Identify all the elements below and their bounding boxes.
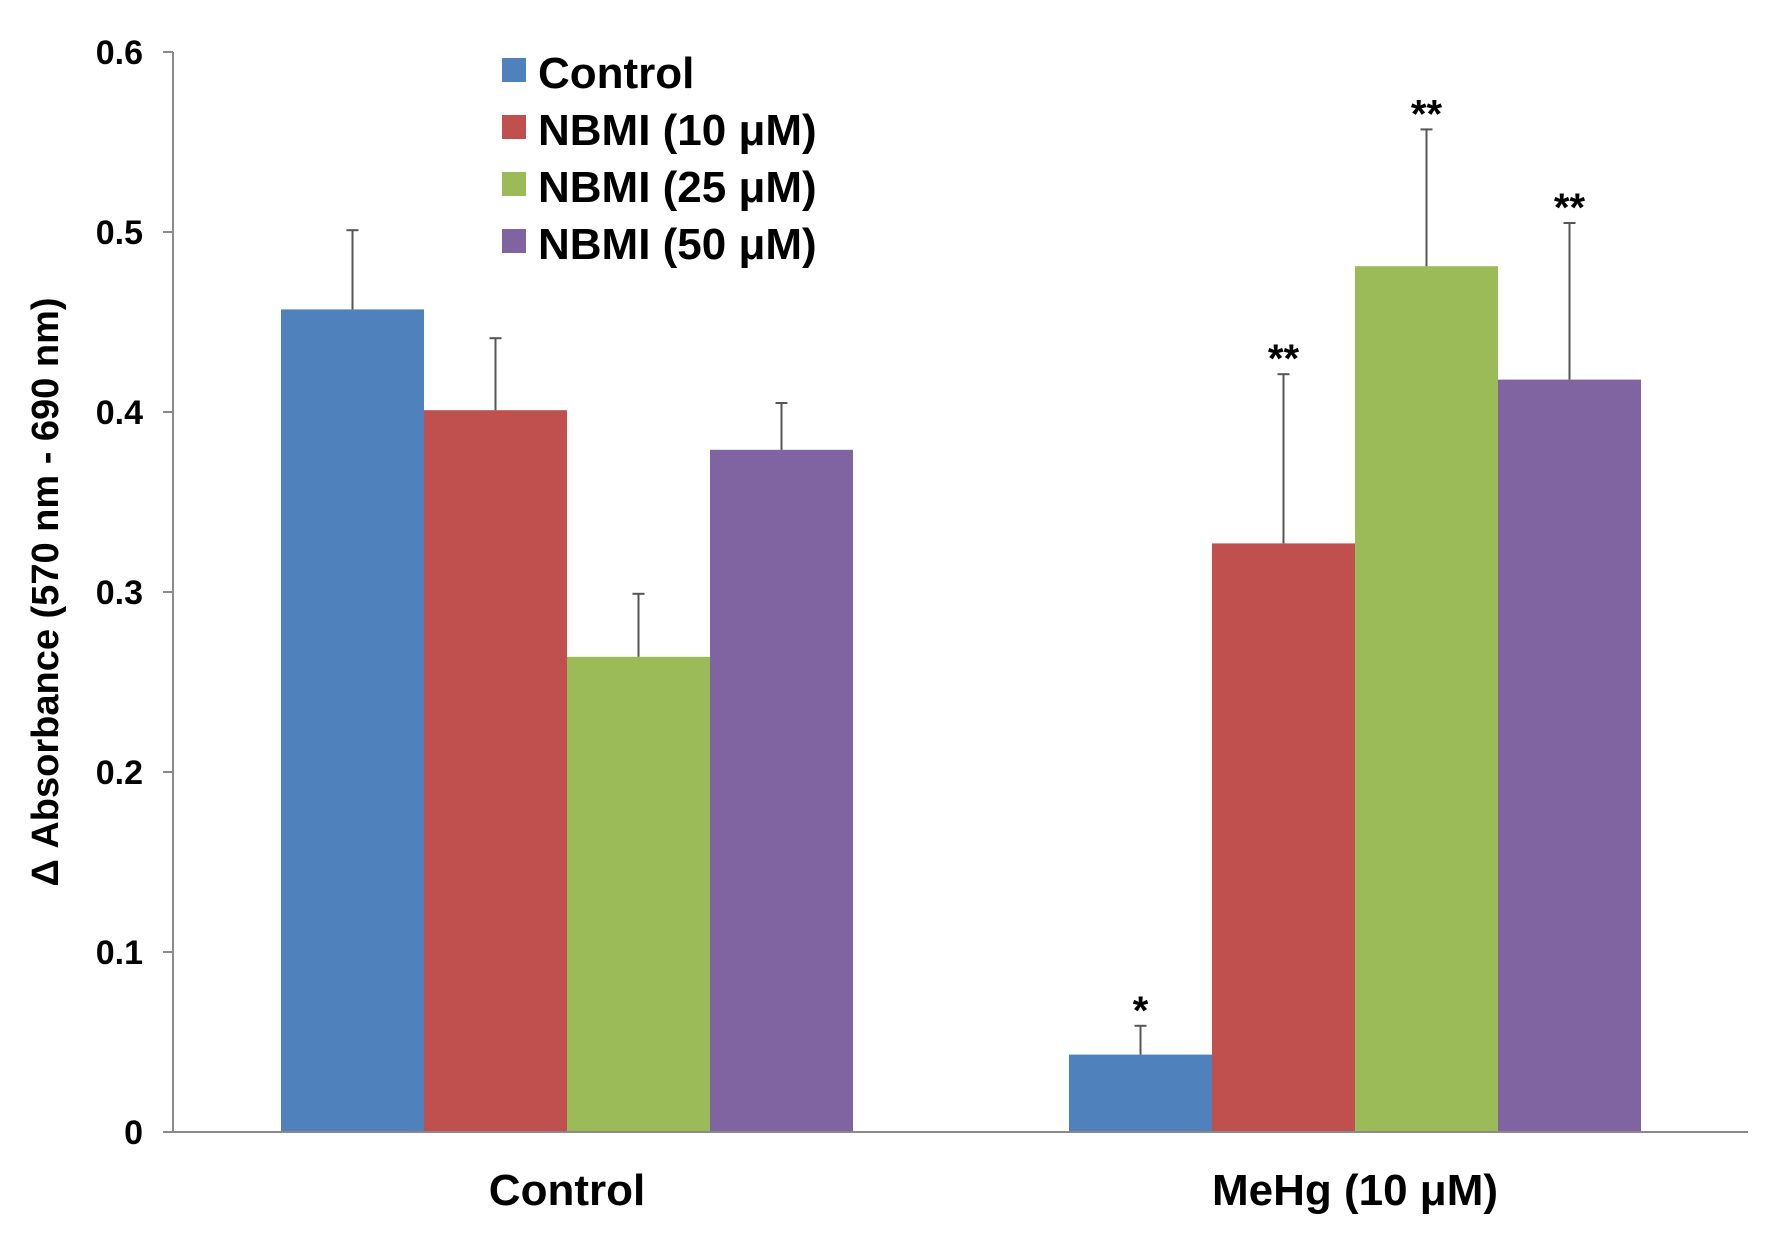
legend-label: NBMI (10 μM): [538, 106, 817, 155]
legend-label: NBMI (50 μM): [538, 220, 817, 269]
legend-swatch: [502, 172, 526, 196]
y-tick-label: 0.6: [96, 34, 143, 72]
y-tick-label: 0.4: [96, 394, 143, 432]
bars: [281, 266, 1641, 1133]
x-category-label: Control: [489, 1166, 645, 1215]
bar-nbmi-25-m--0: [567, 656, 710, 1132]
legend: Control NBMI (10 μM) NBMI (25 μM) NBMI (50 …: [502, 49, 817, 269]
bar-nbmi-50-m--0: [710, 449, 853, 1132]
significance-marker: **: [1268, 337, 1300, 381]
x-category-label: MeHg (10 μM): [1212, 1166, 1498, 1215]
x-axis-categories: Control MeHg (10 μM): [489, 1166, 1498, 1215]
y-tick-label: 0: [124, 1114, 143, 1152]
y-tick-label: 0.1: [96, 934, 143, 972]
error-bars: [346, 128, 1576, 1055]
y-tick-label: 0.5: [96, 214, 143, 252]
legend-label: Control: [538, 49, 694, 98]
bar-nbmi-25-m--1: [1355, 266, 1498, 1132]
bar-control-0: [281, 309, 424, 1132]
y-tick-label: 0.3: [96, 574, 143, 612]
bar-nbmi-50-m--1: [1498, 379, 1641, 1133]
significance-marker: *: [1133, 989, 1149, 1033]
y-tick-label: 0.2: [96, 754, 143, 792]
legend-swatch: [502, 229, 526, 253]
y-axis-label: Δ Absorbance (570 nm - 690 nm): [25, 297, 67, 886]
bar-nbmi-10-m--1: [1212, 543, 1355, 1132]
y-axis-ticks: 0 0.1 0.2 0.3 0.4 0.5 0.6: [96, 34, 173, 1152]
bar-nbmi-10-m--0: [424, 410, 567, 1132]
legend-label: NBMI (25 μM): [538, 163, 817, 212]
bar-control-1: [1069, 1054, 1212, 1132]
legend-swatch: [502, 115, 526, 139]
significance-markers: *******: [1133, 92, 1586, 1032]
significance-marker: **: [1554, 186, 1586, 230]
significance-marker: **: [1411, 92, 1443, 136]
legend-swatch: [502, 58, 526, 82]
